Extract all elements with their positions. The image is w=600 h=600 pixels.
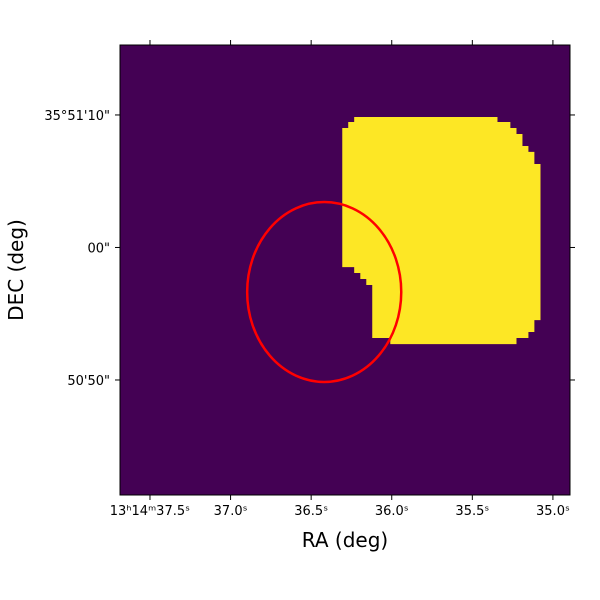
x-tick-label: 35.0ˢ	[536, 504, 570, 519]
x-axis-label: RA (deg)	[302, 528, 388, 552]
x-tick-label: 36.0ˢ	[375, 504, 409, 519]
plot-frame	[119, 44, 571, 496]
y-axis-label: DEC (deg)	[4, 219, 28, 321]
y-tick-label: 35°51'10"	[44, 109, 110, 124]
mask-region	[342, 116, 541, 345]
y-tick-label: 50'50"	[67, 374, 110, 389]
x-tick-label: 37.0ˢ	[214, 504, 248, 519]
y-tick-label: 00"	[87, 241, 110, 256]
x-tick-label: 35.5ˢ	[455, 504, 489, 519]
x-tick-label: 36.5ˢ	[294, 504, 328, 519]
x-tick-label: 13ʰ14ᵐ37.5ˢ	[110, 504, 190, 519]
region-ellipse	[245, 200, 403, 384]
